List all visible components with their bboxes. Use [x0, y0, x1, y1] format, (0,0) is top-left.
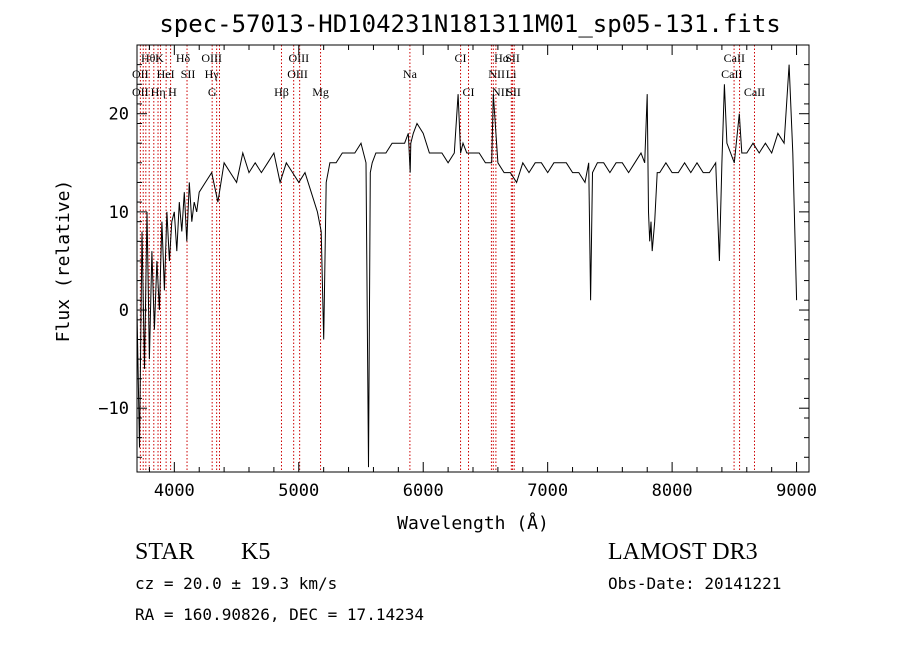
spectral-line-label: SII	[181, 67, 196, 81]
spectral-line-label: Hγ	[205, 67, 220, 81]
spectral-line-label: OIII	[287, 67, 308, 81]
spectral-line-label: Na	[403, 67, 418, 81]
x-tick-label: 9000	[776, 481, 817, 501]
spectral-line-label: Hθ	[141, 51, 156, 65]
spectral-line-label: SII	[506, 85, 521, 99]
x-tick-label: 5000	[278, 481, 319, 501]
spectral-line-label: CI	[455, 51, 467, 65]
spectral-line-label: Li	[506, 67, 517, 81]
x-tick-label: 7000	[527, 481, 568, 501]
spectral-line-label: OII	[132, 67, 149, 81]
x-tick-label: 8000	[652, 481, 693, 501]
x-tick-label: 4000	[154, 481, 195, 501]
x-tick-label: 6000	[403, 481, 444, 501]
y-tick-label: 0	[119, 301, 129, 321]
spectral-line-label: OIII	[288, 51, 309, 65]
spectral-line-label: Hη	[151, 85, 166, 99]
spectral-line-label: CaII	[721, 67, 742, 81]
spectrum-series-line	[136, 64, 798, 468]
spectral-line-label: NII	[492, 85, 509, 99]
spectral-line-label: G	[208, 85, 217, 99]
spectral-line-label: CaII	[724, 51, 745, 65]
y-tick-label: −10	[98, 399, 129, 419]
spectral-line-label: SII	[505, 51, 520, 65]
ra-dec-coordinates: RA = 160.90826, DEC = 17.14234	[135, 605, 424, 624]
object-class: STAR	[135, 539, 194, 565]
spectral-line-label: OIII	[201, 51, 222, 65]
y-axis-ticks: −10 0 10 20	[98, 64, 809, 458]
y-tick-label: 20	[109, 105, 129, 125]
obs-date: Obs-Date: 20141221	[608, 574, 781, 593]
spectral-line-label: Mg	[312, 85, 329, 99]
spectral-line-label: Hα	[494, 51, 510, 65]
y-tick-label: 10	[109, 203, 129, 223]
spectral-line-markers	[139, 45, 755, 472]
spectral-line-label: CaII	[744, 85, 765, 99]
redshift-cz: cz = 20.0 ± 19.3 km/s	[135, 574, 337, 593]
survey-name: LAMOST DR3	[608, 539, 758, 565]
spectral-line-label: NII	[488, 67, 505, 81]
object-subclass: K5	[241, 539, 270, 565]
plot-frame	[136, 44, 810, 473]
x-axis-label: Wavelength (Å)	[397, 512, 549, 534]
spectral-line-label: Hβ	[274, 85, 289, 99]
chart-title: spec-57013-HD104231N181311M01_sp05-131.f…	[159, 10, 780, 38]
spectral-line-label: CI	[463, 85, 475, 99]
spectral-line-label: Hδ	[176, 51, 191, 65]
spectral-line-label: H	[168, 85, 177, 99]
spectral-line-label: OII	[132, 85, 149, 99]
spectral-line-label: K	[155, 51, 164, 65]
y-axis-label: Flux (relative)	[53, 180, 74, 343]
x-axis-ticks: 4000 5000 6000 7000 8000 9000	[148, 45, 817, 501]
spectral-line-label: HeI	[157, 67, 175, 81]
